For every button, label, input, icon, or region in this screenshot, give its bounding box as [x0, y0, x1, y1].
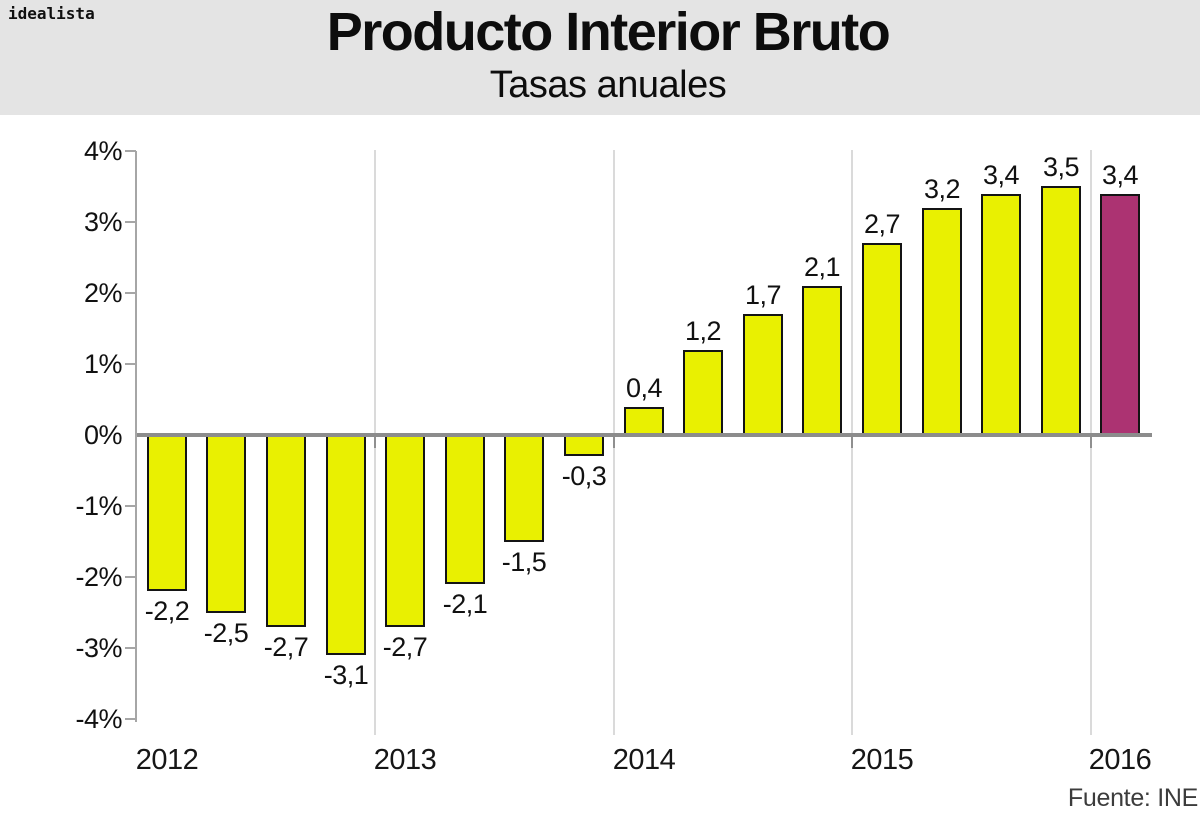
y-tick-label: 3% [83, 207, 123, 237]
y-axis-line [135, 151, 137, 722]
bar-value-label: 3,5 [1042, 152, 1080, 182]
source-note: Fuente: INE [1067, 784, 1198, 812]
zero-axis-line [137, 433, 1152, 437]
x-year-label: 2016 [1088, 744, 1152, 776]
y-tick-label: 1% [83, 349, 123, 379]
bar-2015-15 [981, 194, 1021, 435]
y-tick-label: -4% [75, 704, 122, 734]
bar-value-label: -2,7 [382, 632, 428, 662]
bar-2015-14 [922, 208, 962, 435]
year-axis-tick [374, 437, 376, 448]
y-tick [125, 221, 136, 223]
bar-2014-11 [743, 314, 783, 435]
bar-2014-9 [624, 407, 664, 435]
bar-value-label: -2,2 [144, 596, 190, 626]
y-tick-label: -3% [75, 633, 122, 663]
y-tick-label: -2% [75, 562, 122, 592]
bar-2013-7 [504, 435, 544, 542]
y-tick [125, 363, 136, 365]
bar-value-label: 1,2 [684, 316, 722, 346]
y-tick [125, 718, 136, 720]
y-tick [125, 505, 136, 507]
bar-2012-2 [206, 435, 246, 613]
bar-2014-10 [683, 350, 723, 435]
bar-2012-4 [326, 435, 366, 655]
bar-2014-12 [802, 286, 842, 435]
bar-2013-6 [445, 435, 485, 584]
bar-value-label: 1,7 [744, 280, 782, 310]
x-year-label: 2014 [612, 744, 676, 776]
gdp-annual-rate-bar-chart: 4% 3% 2% 1% 0% -1% -2% -3% -4% -2,2 -2,5 -2,7 -3,1 -2… [0, 115, 1200, 818]
bar-2012-3 [266, 435, 306, 627]
y-tick [125, 292, 136, 294]
bar-value-label: -2,1 [442, 589, 488, 619]
chart-title: Producto Interior Bruto [326, 2, 891, 62]
bar-2013-5 [385, 435, 425, 627]
x-year-label: 2012 [135, 744, 199, 776]
bar-value-label: -3,1 [323, 660, 369, 690]
bar-value-label: -2,7 [263, 632, 309, 662]
bar-2016-17 [1100, 194, 1140, 435]
bar-value-label: -2,5 [203, 618, 249, 648]
x-year-label: 2015 [850, 744, 914, 776]
year-axis-tick [1090, 437, 1092, 448]
bar-value-label: 2,7 [863, 209, 901, 239]
y-tick [125, 576, 136, 578]
bar-value-label: 2,1 [803, 252, 841, 282]
bar-2013-8 [564, 435, 604, 456]
bar-2015-13 [862, 243, 902, 435]
year-axis-tick [851, 437, 853, 448]
bar-value-label: -0,3 [561, 461, 607, 491]
chart-subtitle: Tasas anuales [489, 64, 727, 106]
header-band: idealista Producto Interior Bruto Tasas … [0, 0, 1200, 115]
bar-value-label: 0,4 [625, 373, 663, 403]
y-tick [125, 150, 136, 152]
bar-2015-16 [1041, 186, 1081, 435]
bar-2012-1 [147, 435, 187, 591]
x-year-label: 2013 [373, 744, 437, 776]
y-tick-label: 4% [83, 136, 123, 166]
y-tick [125, 647, 136, 649]
year-axis-tick [613, 437, 615, 448]
bar-value-label: -1,5 [501, 547, 547, 577]
y-tick-label: 2% [83, 278, 123, 308]
bar-value-label: 3,2 [923, 174, 961, 204]
idealista-logo: idealista [8, 4, 95, 23]
bar-value-label: 3,4 [982, 160, 1020, 190]
y-tick-label: -1% [75, 491, 122, 521]
y-tick-label: 0% [83, 420, 123, 450]
bar-value-label: 3,4 [1101, 160, 1139, 190]
